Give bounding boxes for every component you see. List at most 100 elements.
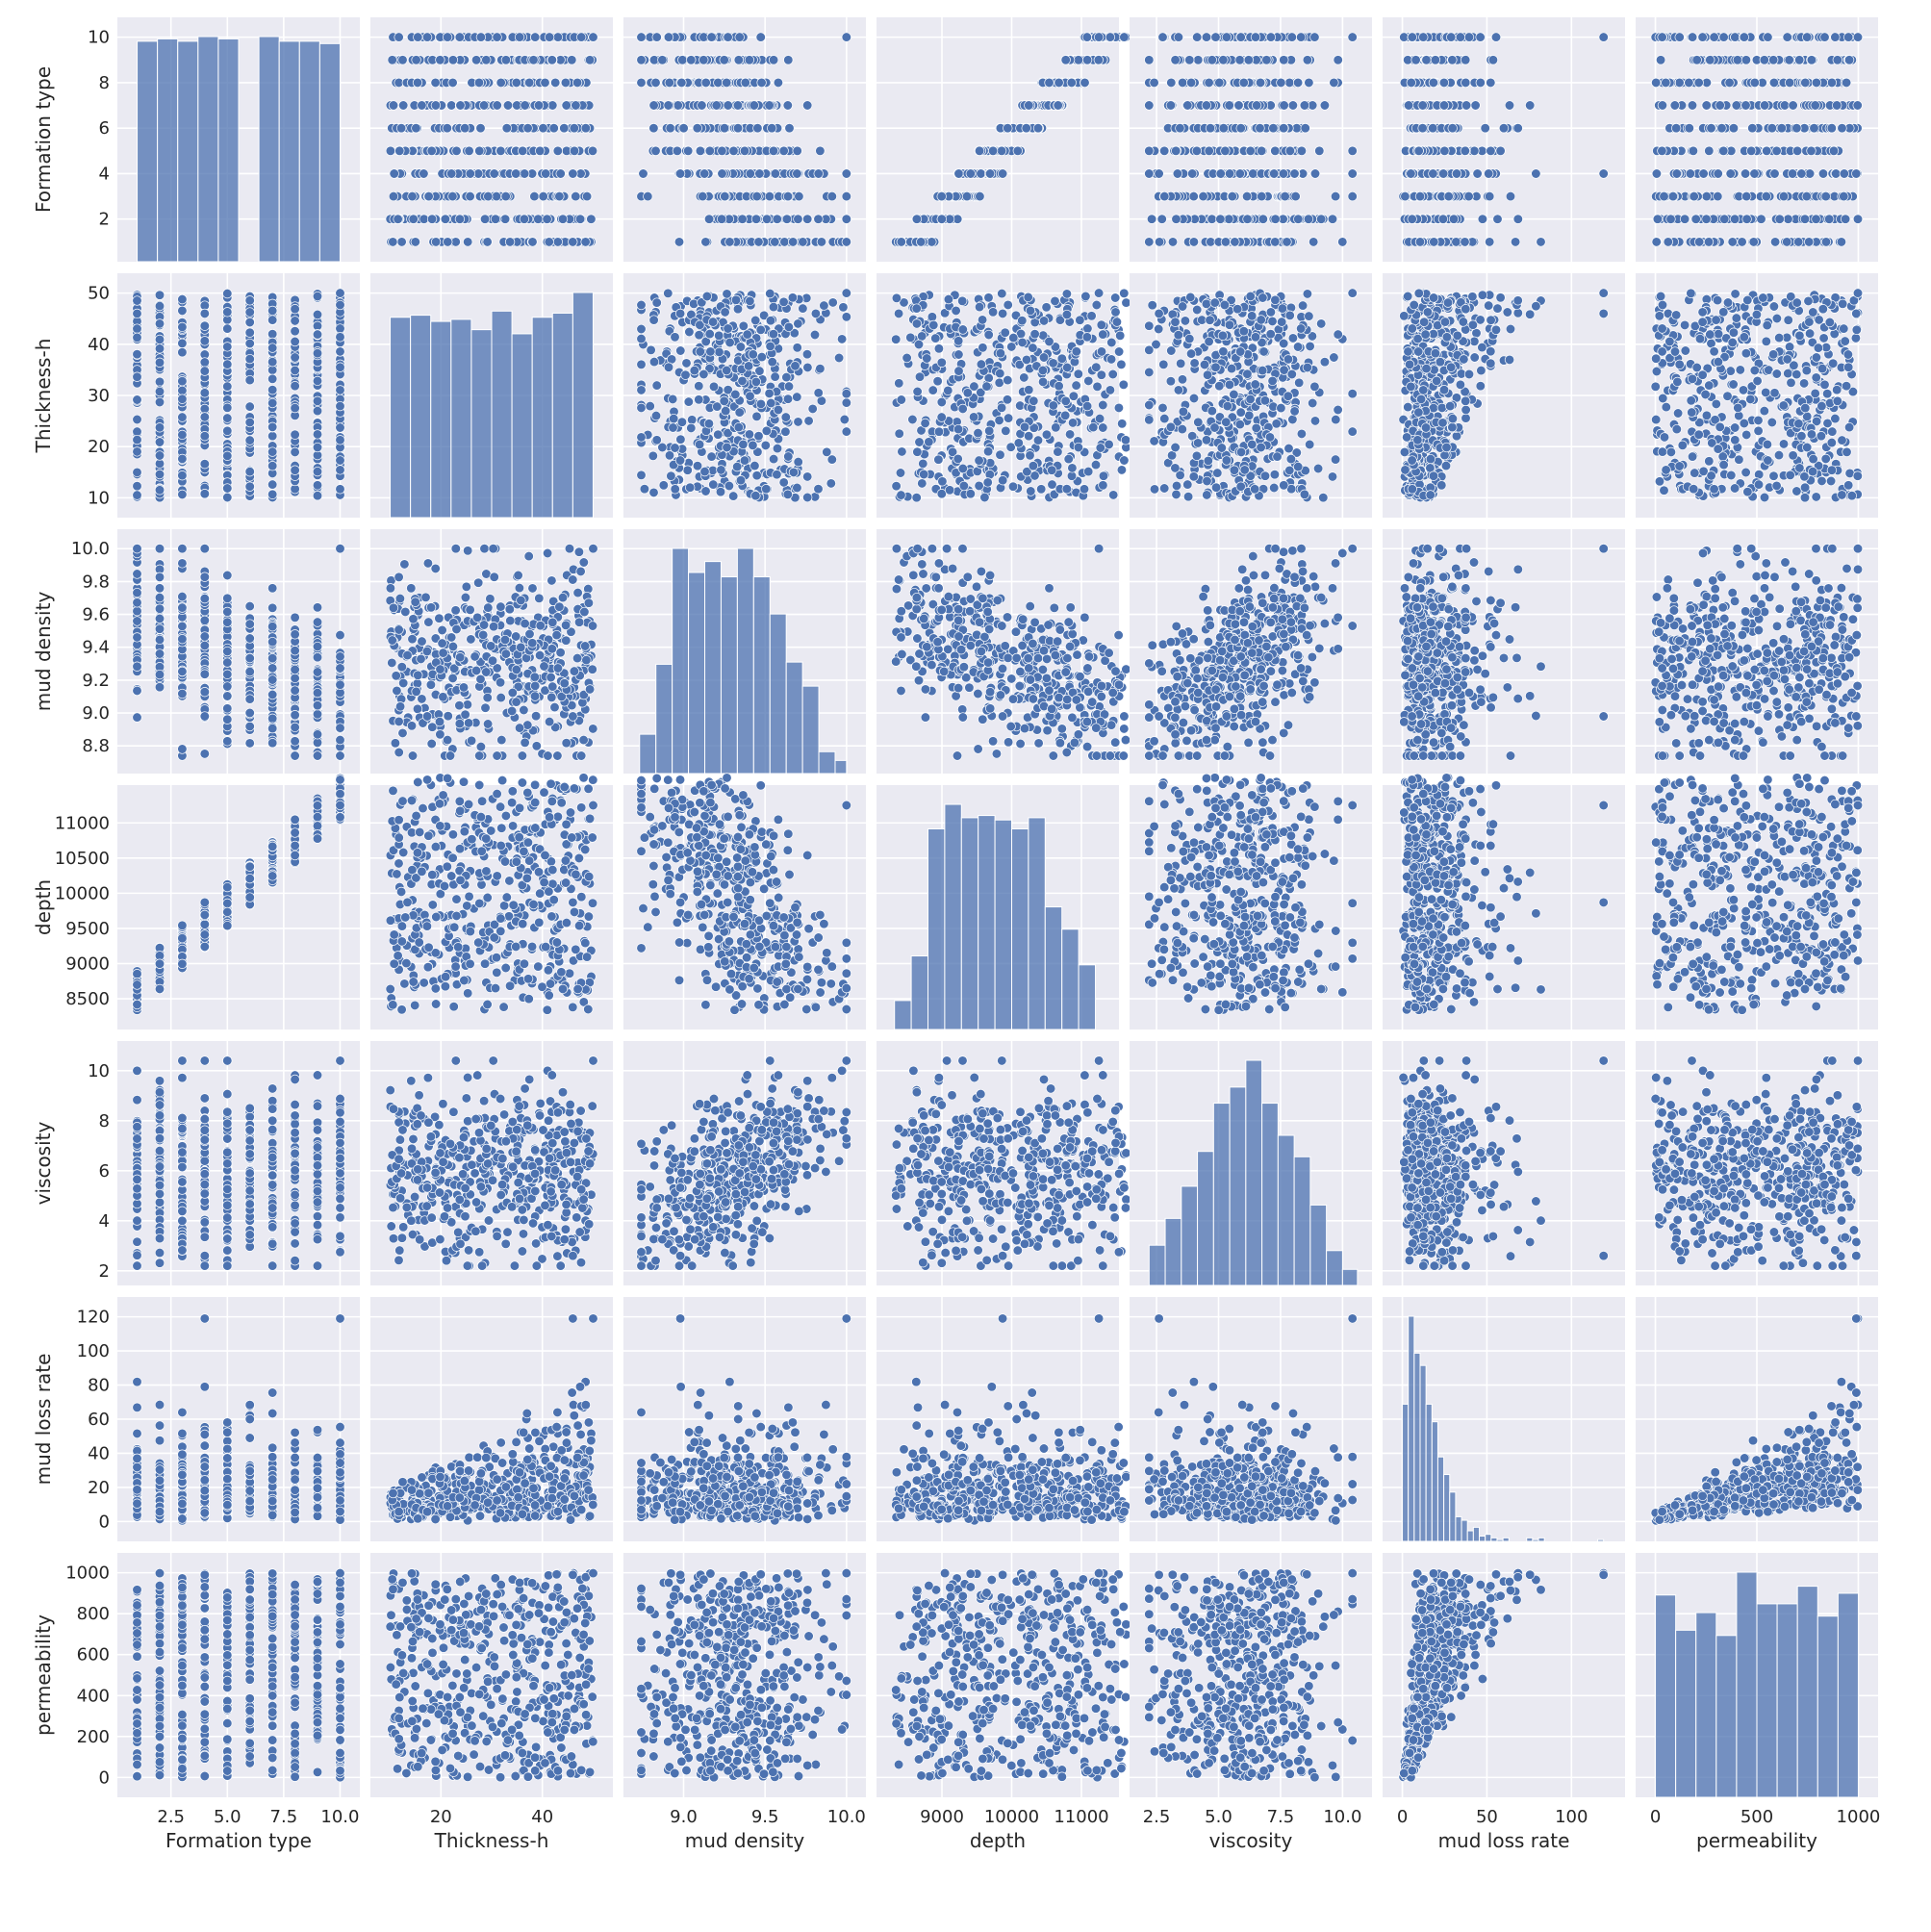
scatter-point (721, 405, 731, 417)
scatter-point (753, 237, 764, 247)
scatter-point (1674, 32, 1685, 42)
scatter-point (1663, 237, 1673, 247)
scatter-point (663, 362, 674, 372)
scatter-point (1487, 55, 1499, 65)
scatter-point (222, 425, 233, 436)
scatter-point (1255, 123, 1265, 134)
scatter-point (267, 373, 278, 384)
scatter-point (571, 100, 581, 111)
scatter-point (699, 55, 709, 65)
scatter-point (1250, 32, 1261, 42)
scatter-point (1177, 374, 1188, 385)
scatter-point (1144, 168, 1155, 179)
scatter-point (1080, 77, 1090, 89)
scatter-point (1120, 435, 1131, 445)
scatter-point (442, 32, 453, 42)
scatter-point (154, 469, 165, 480)
scatter-point (717, 145, 727, 156)
scatter-point (1347, 145, 1358, 156)
scatter-point (1839, 168, 1849, 179)
scatter-point (1008, 332, 1019, 343)
scatter-point (1347, 389, 1358, 399)
scatter-point (648, 123, 659, 134)
scatter-point (1144, 320, 1155, 331)
scatter-point (751, 191, 762, 202)
scatter-point (1276, 77, 1286, 89)
scatter-point (1828, 145, 1840, 156)
scatter-point (714, 346, 724, 358)
scatter-point (724, 480, 735, 492)
scatter-point (1241, 191, 1253, 202)
scatter-point (841, 32, 851, 42)
scatter-point (750, 460, 760, 471)
scatter-point (1287, 414, 1298, 425)
scatter-point (430, 237, 442, 247)
scatter-point (891, 481, 902, 492)
scatter-point (1451, 237, 1461, 247)
scatter-point (770, 371, 780, 382)
scatter-point (636, 385, 647, 395)
scatter-point (681, 358, 692, 369)
panel-background (877, 17, 1119, 262)
scatter-point (1469, 145, 1480, 156)
scatter-point (1728, 123, 1740, 134)
scatter-point (222, 342, 233, 352)
scatter-point (290, 304, 300, 315)
scatter-point (1279, 100, 1289, 111)
scatter-point (222, 402, 233, 413)
scatter-point (1694, 237, 1705, 247)
scatter-point (222, 381, 233, 392)
scatter-point (919, 469, 929, 480)
scatter-point (646, 344, 656, 355)
scatter-point (673, 237, 685, 247)
scatter-point (768, 453, 779, 465)
scatter-point (958, 480, 970, 492)
scatter-point (675, 434, 686, 445)
scatter-point (719, 395, 729, 406)
scatter-point (267, 343, 278, 353)
scatter-point (1776, 123, 1787, 134)
scatter-point (1170, 55, 1181, 65)
scatter-point (722, 289, 732, 299)
scatter-point (815, 145, 826, 156)
scatter-point (932, 376, 943, 387)
scatter-point (1287, 333, 1299, 343)
scatter-point (177, 338, 188, 348)
scatter-point (244, 338, 255, 349)
scatter-point (841, 312, 851, 322)
scatter-point (393, 214, 403, 224)
scatter-point (1302, 55, 1313, 65)
scatter-point (793, 456, 803, 468)
scatter-point (782, 394, 794, 404)
scatter-point (1184, 55, 1195, 65)
scatter-point (1269, 482, 1280, 494)
scatter-point (1804, 237, 1815, 247)
scatter-point (1003, 299, 1013, 311)
scatter-point (687, 415, 698, 425)
scatter-point (568, 168, 578, 179)
scatter-point (715, 487, 726, 497)
scatter-point (982, 446, 994, 457)
scatter-point (783, 55, 794, 65)
scatter-point (1064, 429, 1076, 440)
scatter-point (792, 482, 802, 494)
scatter-point (244, 307, 255, 318)
scatter-point (1657, 145, 1667, 156)
hist-bar (177, 40, 199, 263)
scatter-point (222, 288, 233, 299)
scatter-point (1810, 100, 1820, 111)
scatter-point (1802, 32, 1813, 42)
panels-layer (117, 17, 1878, 1798)
scatter-point (1001, 425, 1011, 436)
scatter-point (410, 237, 420, 247)
scatter-point (1258, 214, 1268, 224)
scatter-point (1716, 123, 1727, 134)
scatter-point (267, 479, 278, 490)
hist-bar (450, 318, 472, 519)
scatter-point (475, 123, 486, 134)
scatter-point (522, 123, 533, 134)
scatter-point (1278, 168, 1289, 179)
scatter-point (177, 347, 188, 358)
scatter-point (1171, 489, 1181, 500)
scatter-point (1461, 55, 1471, 65)
